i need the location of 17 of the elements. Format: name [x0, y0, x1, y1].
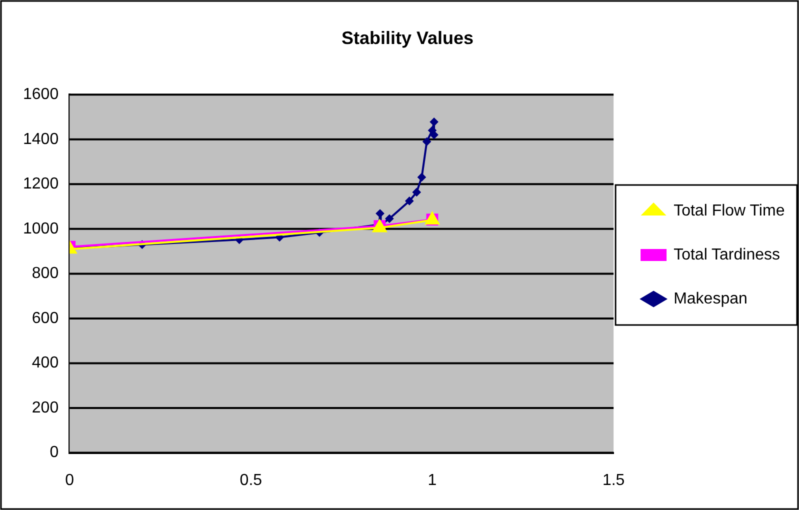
y-tick-label: 1000: [23, 220, 59, 238]
y-tick-label: 600: [32, 310, 59, 327]
x-tick-label: 1.5: [602, 472, 625, 489]
legend-label: Total Flow Time: [674, 202, 785, 220]
y-tick-label: 400: [32, 354, 59, 372]
x-tick-label: 0: [65, 472, 74, 489]
x-tick-label: 0.5: [240, 472, 262, 489]
y-tick-label: 0: [50, 444, 59, 462]
y-tick-label: 1200: [23, 176, 59, 193]
y-tick-label: 800: [32, 265, 59, 282]
chart-title: Stability Values: [341, 28, 474, 48]
x-tick-label: 1: [428, 472, 437, 489]
legend-label: Total Tardiness: [674, 246, 780, 264]
y-tick-label: 1600: [23, 86, 59, 104]
y-tick-label: 1400: [23, 130, 59, 148]
y-tick-label: 200: [32, 399, 59, 416]
legend-label: Makespan: [674, 290, 748, 308]
